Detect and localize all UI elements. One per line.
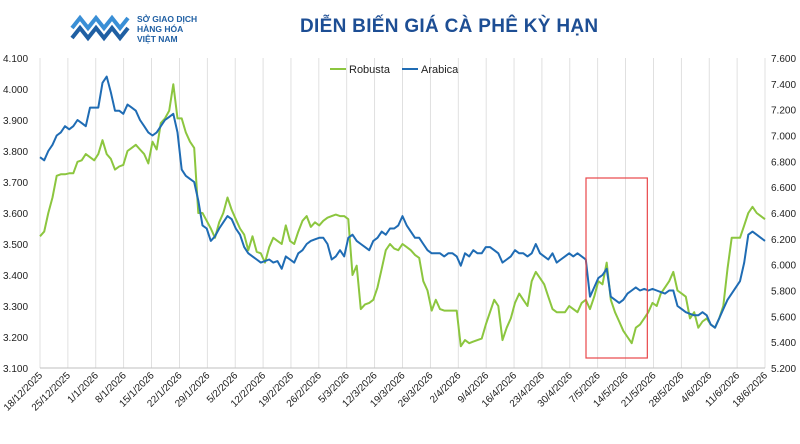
chart-title: DIỄN BIẾN GIÁ CÀ PHÊ KỲ HẠN [300, 16, 599, 37]
left-tick-label: 3.200 [3, 333, 28, 344]
highlight-layer [585, 177, 648, 359]
legend-label-robusta: Robusta [349, 64, 391, 76]
legend-label-arabica: Arabica [421, 64, 459, 76]
series-layer [39, 75, 766, 348]
logo-text: SỞ GIAO DỊCH HÀNG HÓA VIỆT NAM [137, 14, 197, 44]
right-axis: 5.200 5.400 5.600 5.800 6.000 6.200 6.400 6.600… [771, 54, 796, 375]
left-tick-label: 3.900 [3, 116, 28, 127]
left-axis: 3.100 3.200 3.300 3.400 3.500 3.600 3.700 3.800… [3, 54, 28, 375]
logo-line-2: HÀNG HÓA [137, 24, 184, 34]
x-axis: 18/12/202525/12/20251/1/20268/1/202615/1… [2, 370, 770, 413]
right-tick-label: 7.600 [771, 54, 796, 65]
highlight-box [585, 177, 648, 359]
left-tick-label: 3.300 [3, 302, 28, 313]
left-tick-label: 3.100 [3, 364, 28, 375]
logo-mark-icon [70, 14, 130, 42]
right-tick-label: 5.400 [771, 338, 796, 349]
grid-lines [39, 58, 766, 369]
right-tick-label: 6.000 [771, 261, 796, 272]
legend: Robusta Arabica [330, 64, 459, 76]
right-tick-label: 6.200 [771, 235, 796, 246]
right-tick-label: 7.000 [771, 132, 796, 143]
logo-line-3: VIỆT NAM [137, 34, 178, 44]
right-tick-label: 6.600 [771, 183, 796, 194]
right-tick-label: 6.400 [771, 209, 796, 220]
logo-line-1: SỞ GIAO DỊCH [137, 14, 198, 24]
left-tick-label: 4.100 [3, 54, 28, 65]
left-tick-label: 3.500 [3, 240, 28, 251]
right-tick-label: 7.200 [771, 106, 796, 117]
left-tick-label: 3.600 [3, 209, 28, 220]
series-line-robusta [39, 83, 766, 348]
left-tick-label: 3.800 [3, 147, 28, 158]
right-tick-label: 5.200 [771, 364, 796, 375]
left-tick-label: 4.000 [3, 85, 28, 96]
right-tick-label: 5.800 [771, 287, 796, 298]
right-tick-label: 7.400 [771, 80, 796, 91]
left-tick-label: 3.400 [3, 271, 28, 282]
right-tick-label: 6.800 [771, 157, 796, 168]
right-tick-label: 5.600 [771, 312, 796, 323]
series-line-arabica [39, 75, 766, 329]
left-tick-label: 3.700 [3, 178, 28, 189]
